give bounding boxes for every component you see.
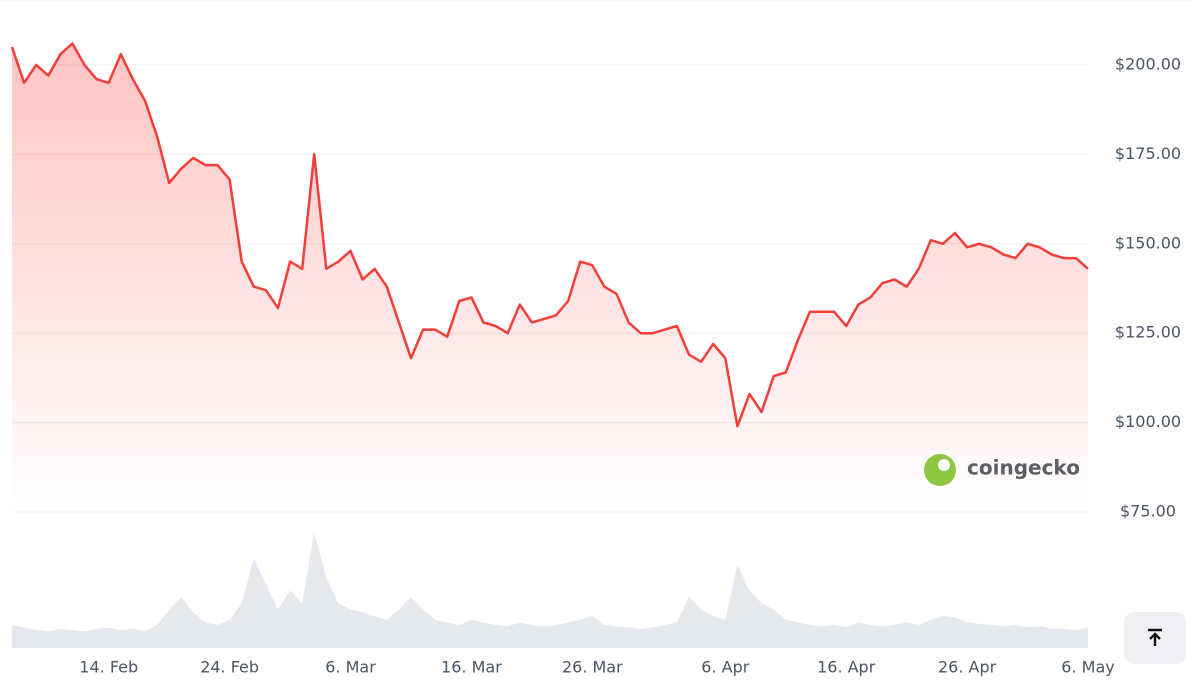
y-tick-label: $175.00 [1115,144,1181,163]
watermark-text: coingecko [967,456,1080,480]
watermark: coingecko [924,454,1080,486]
logo-eye [938,459,950,471]
y-tick-label: $100.00 [1115,412,1181,431]
x-tick-label: 24. Feb [200,658,259,677]
x-tick-label: 6. Apr [701,658,749,677]
arrow-up-icon [1148,628,1162,646]
price-area [12,43,1088,512]
x-tick-label: 16. Apr [817,658,876,677]
x-tick-label: 26. Apr [938,658,997,677]
logo-icon [924,454,956,486]
x-tick-label: 6. Mar [325,658,376,677]
y-tick-label: $75.00 [1120,502,1176,521]
x-tick-label: 26. Mar [562,658,623,677]
x-tick-label: 6. May [1061,658,1114,677]
y-tick-label: $150.00 [1115,233,1181,252]
volume-area [12,532,1088,648]
price-line [10,42,1089,428]
x-tick-label: 14. Feb [79,658,138,677]
y-tick-label: $125.00 [1115,323,1181,342]
y-tick-label: $200.00 [1115,54,1181,73]
back-to-top[interactable] [1124,612,1186,664]
x-tick-label: 16. Mar [441,658,502,677]
